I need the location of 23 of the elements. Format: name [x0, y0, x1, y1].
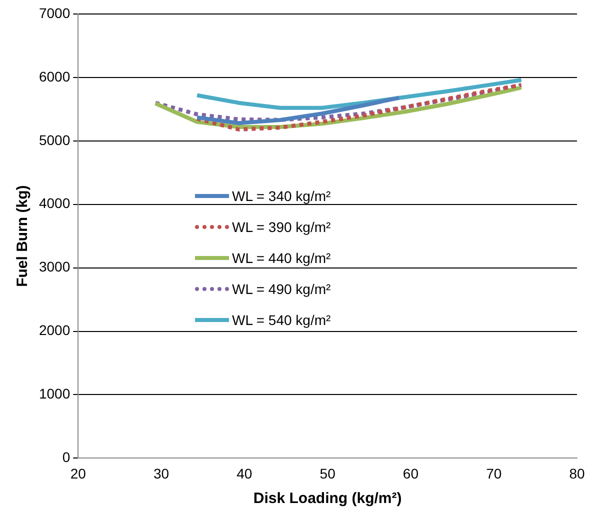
x-tick-label: 80	[569, 465, 585, 482]
x-tick-label: 70	[486, 465, 502, 482]
y-tick-label: 1000	[38, 386, 70, 402]
legend-label: WL = 440 kg/m²	[232, 250, 331, 266]
x-tick-label: 50	[320, 465, 336, 482]
y-tick-label: 6000	[38, 68, 70, 84]
legend-label: WL = 540 kg/m²	[232, 312, 331, 328]
legend-label: WL = 490 kg/m²	[232, 280, 331, 296]
y-tick-label: 5000	[38, 132, 70, 148]
x-axis-title: Disk Loading (kg/m²)	[253, 490, 402, 508]
y-axis-title: Fuel Burn (kg)	[14, 185, 32, 287]
legend-label: WL = 340 kg/m²	[232, 188, 331, 204]
line-series	[195, 83, 524, 132]
y-tick-label: 2000	[38, 322, 70, 338]
y-tick-label: 4000	[38, 195, 70, 212]
x-tick-label: 40	[236, 465, 252, 482]
x-tick-label: 60	[402, 465, 419, 482]
y-tick-label: 0	[62, 449, 70, 466]
x-tick-label: 20	[70, 465, 86, 482]
legend-label: WL = 390 kg/m²	[232, 218, 331, 234]
y-tick-label: 7000	[38, 4, 70, 21]
y-tick-label: 3000	[38, 258, 70, 275]
x-tick-label: 30	[154, 465, 170, 482]
